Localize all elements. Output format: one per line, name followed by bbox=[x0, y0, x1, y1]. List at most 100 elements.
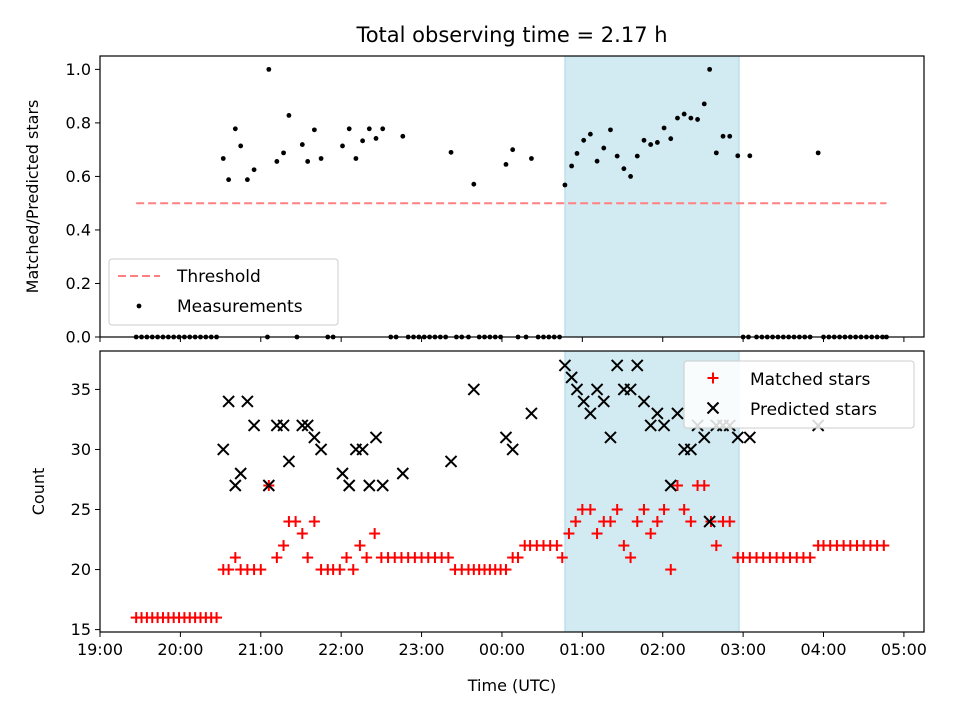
matched-star-marker bbox=[710, 540, 722, 552]
matched-star-marker bbox=[631, 516, 643, 528]
x-tick-label: 01:00 bbox=[559, 640, 605, 659]
measurement-point bbox=[621, 166, 627, 172]
predicted-star-marker bbox=[651, 407, 664, 420]
matched-star-marker bbox=[604, 516, 616, 528]
matched-star-marker bbox=[302, 552, 314, 564]
predicted-star-marker bbox=[657, 419, 671, 432]
measurement-point bbox=[574, 151, 580, 156]
x-tick-label: 05:00 bbox=[881, 640, 927, 659]
matched-star-marker bbox=[563, 528, 575, 540]
measurement-point bbox=[226, 177, 232, 183]
measurement-point bbox=[695, 117, 700, 122]
top-legend: Threshold Measurements bbox=[108, 258, 339, 326]
bottom-legend: Matched stars Predicted stars bbox=[683, 360, 915, 429]
top-panel: 0.0 0.2 0.4 0.6 0.8 1.0 Total observing time … bbox=[23, 23, 925, 347]
measurement-point bbox=[608, 127, 613, 133]
measurement-point bbox=[628, 174, 633, 179]
predicted-stars-legend-label: Predicted stars bbox=[750, 400, 877, 420]
predicted-star-marker bbox=[499, 431, 513, 444]
x-tick-label: 23:00 bbox=[399, 640, 445, 659]
predicted-star-marker bbox=[671, 407, 684, 420]
measurement-point bbox=[581, 137, 587, 143]
measurement-point bbox=[232, 126, 238, 132]
predicted-star-marker bbox=[584, 407, 597, 420]
measurement-point bbox=[601, 145, 607, 151]
matched-star-marker bbox=[685, 516, 697, 528]
predicted-star-marker bbox=[558, 359, 572, 372]
predicted-stars-legend-swatch bbox=[706, 401, 720, 415]
matched-stars-legend-label: Matched stars bbox=[750, 370, 870, 390]
matched-star-marker bbox=[665, 564, 677, 576]
measurement-point bbox=[713, 150, 719, 156]
matched-star-marker bbox=[638, 504, 650, 516]
measurement-point bbox=[311, 127, 317, 133]
matched-star-marker bbox=[255, 564, 267, 576]
y-tick-label: 0.6 bbox=[66, 167, 91, 186]
bottom-x-ticks: 19:00 20:00 21:00 22:00 23:00 00:00 01:00 02:00… bbox=[77, 632, 927, 659]
matched-star-marker bbox=[678, 504, 690, 516]
measurement-point bbox=[587, 131, 593, 137]
measurement-point bbox=[747, 153, 753, 159]
measurement-point bbox=[299, 142, 305, 147]
predicted-star-marker bbox=[604, 431, 617, 444]
y-tick-label: 0.8 bbox=[66, 113, 91, 132]
measurement-point bbox=[562, 182, 568, 188]
predicted-star-marker bbox=[277, 419, 290, 432]
measurement-point bbox=[815, 150, 821, 156]
top-y-ticks: 0.0 0.2 0.4 0.6 0.8 1.0 bbox=[66, 60, 100, 347]
matched-star-marker bbox=[347, 564, 359, 576]
matched-star-marker bbox=[223, 564, 235, 576]
top-y-axis-label: Matched/Predicted stars bbox=[23, 100, 42, 294]
matched-star-marker bbox=[804, 552, 816, 564]
measurements-legend-label: Measurements bbox=[177, 297, 303, 317]
measurement-point bbox=[569, 163, 575, 169]
matched-star-marker bbox=[211, 612, 223, 624]
measurement-point bbox=[675, 115, 680, 121]
y-tick-label: 1.0 bbox=[66, 60, 91, 79]
predicted-star-marker bbox=[637, 395, 651, 408]
predicted-star-marker bbox=[577, 395, 590, 408]
measurement-point bbox=[503, 161, 509, 167]
measurement-point bbox=[286, 113, 292, 118]
predicted-star-marker bbox=[296, 419, 309, 432]
matched-star-marker bbox=[361, 552, 373, 564]
matched-star-marker bbox=[308, 516, 320, 528]
predicted-star-marker bbox=[343, 479, 356, 492]
predicted-star-marker bbox=[525, 407, 538, 420]
predicted-star-marker bbox=[301, 419, 314, 432]
measurement-point bbox=[251, 167, 257, 173]
matched-star-marker bbox=[500, 564, 512, 576]
predicted-star-marker bbox=[241, 395, 254, 408]
x-axis-label: Time (UTC) bbox=[467, 676, 556, 695]
predicted-star-marker bbox=[631, 359, 644, 372]
matched-star-marker bbox=[551, 540, 563, 552]
x-tick-label: 20:00 bbox=[157, 640, 203, 659]
x-tick-label: 21:00 bbox=[238, 640, 284, 659]
measurement-point bbox=[688, 115, 694, 121]
measurement-point bbox=[720, 133, 726, 139]
predicted-star-marker bbox=[590, 383, 604, 396]
measurement-point bbox=[373, 136, 379, 141]
x-tick-label: 04:00 bbox=[800, 640, 846, 659]
y-tick-label: 0.0 bbox=[66, 328, 91, 347]
predicted-star-marker bbox=[336, 467, 349, 480]
predicted-star-marker bbox=[234, 467, 247, 480]
measurement-point bbox=[594, 158, 600, 164]
bottom-plot-frame bbox=[99, 350, 925, 633]
matched-star-marker bbox=[229, 552, 241, 564]
matched-star-marker bbox=[698, 479, 710, 491]
measurement-point bbox=[360, 138, 366, 144]
chart-title: Total observing time = 2.17 h bbox=[355, 23, 667, 47]
measurement-point bbox=[727, 133, 733, 139]
matched-stars-points bbox=[130, 479, 890, 624]
measurement-point bbox=[346, 126, 352, 132]
predicted-star-marker bbox=[282, 455, 296, 468]
predicted-star-marker bbox=[376, 479, 389, 492]
measurement-point bbox=[305, 159, 311, 164]
predicted-star-marker bbox=[444, 455, 458, 468]
y-tick-label: 0.2 bbox=[66, 274, 91, 293]
bottom-legend-box bbox=[683, 360, 915, 429]
matched-star-marker bbox=[278, 540, 290, 552]
y-tick-label: 0.4 bbox=[66, 220, 91, 239]
